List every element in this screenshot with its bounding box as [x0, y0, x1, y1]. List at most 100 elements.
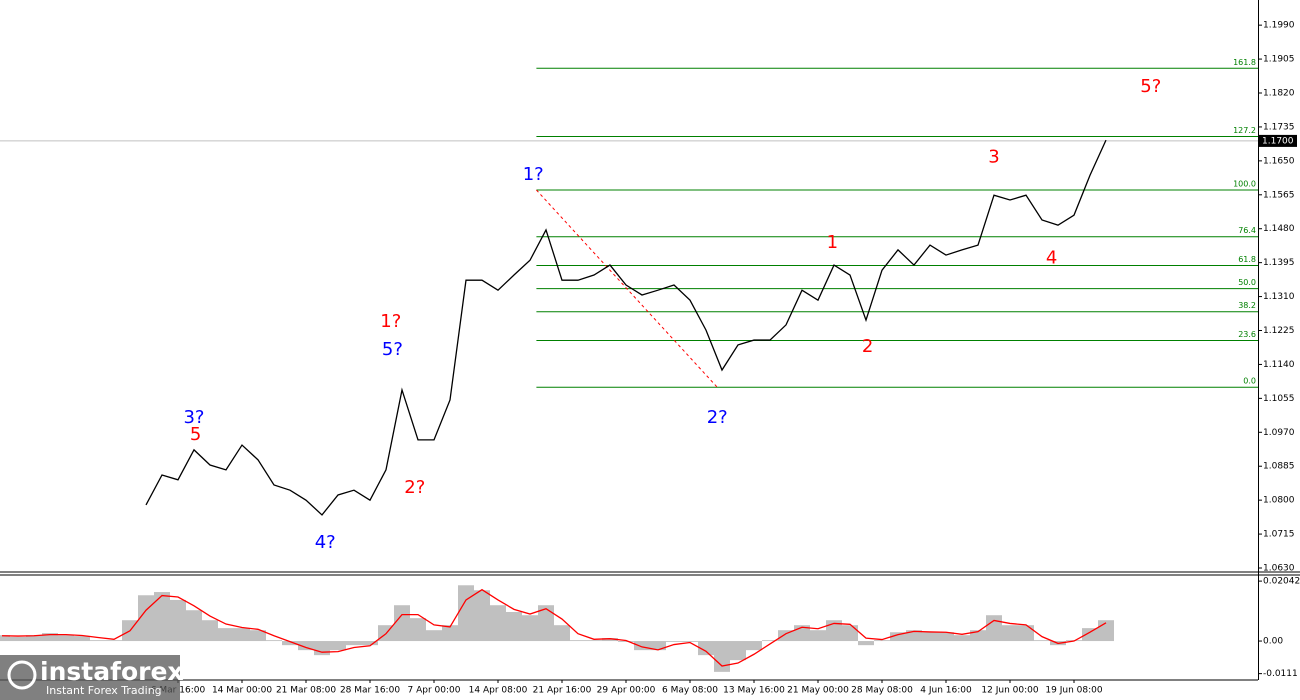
current-price-label: 1.1700	[1262, 136, 1294, 146]
y-tick-label: 1.0885	[1263, 462, 1295, 472]
histogram-bar	[0, 635, 10, 642]
histogram-bar	[74, 636, 90, 642]
y-tick-label: 1.1650	[1263, 156, 1295, 166]
y-tick-label: 1.0715	[1263, 530, 1295, 540]
histogram-bar	[458, 585, 474, 642]
histogram-bar	[842, 625, 858, 642]
histogram-bar	[874, 640, 890, 642]
tagline: Instant Forex Trading	[46, 684, 162, 697]
histogram-bar	[938, 632, 954, 642]
histogram-bar	[538, 605, 554, 642]
histogram-bar	[410, 618, 426, 642]
histogram-bar	[474, 590, 490, 642]
y-tick-label: 1.1990	[1263, 21, 1295, 31]
histogram-bar	[266, 640, 282, 642]
wave-label: 1?	[380, 311, 401, 332]
histogram-bar	[1082, 628, 1098, 642]
histogram-bar	[506, 611, 522, 642]
fib-label: 76.4	[1238, 226, 1256, 235]
y-tick-label: 1.1225	[1263, 326, 1295, 336]
histogram-bar	[970, 630, 986, 642]
x-tick-label: 6 May 08:00	[662, 686, 718, 696]
fib-label: 127.2	[1233, 126, 1256, 135]
histogram-bar	[106, 640, 122, 642]
watermark: instaforex Instant Forex Trading	[0, 655, 184, 700]
histogram-bar	[426, 630, 442, 642]
y-tick-label: -0.0111	[1263, 669, 1298, 679]
histogram-bar	[250, 630, 266, 642]
histogram-bar	[234, 628, 250, 642]
histogram-bar	[890, 632, 906, 642]
histogram-bar	[298, 641, 314, 651]
y-tick-label: 1.1310	[1263, 292, 1295, 302]
x-tick-label: 4 Jun 16:00	[920, 686, 972, 696]
fib-label: 38.2	[1238, 301, 1256, 310]
x-tick-label: 14 Apr 08:00	[469, 686, 528, 696]
histogram-bar	[42, 633, 58, 642]
histogram-bar	[1034, 640, 1050, 642]
histogram-bar	[218, 628, 234, 642]
x-tick-label: 21 Mar 08:00	[276, 686, 336, 696]
wave-label: 2?	[404, 477, 425, 498]
wave-label: 2?	[707, 407, 728, 428]
fib-label: 23.6	[1238, 330, 1256, 339]
price-line	[145, 139, 1107, 516]
histogram-bar	[314, 641, 330, 656]
histogram-bar	[650, 641, 666, 651]
histogram-bar	[682, 641, 698, 642]
x-tick-label: 14 Mar 00:00	[212, 686, 272, 696]
x-tick-label: 21 Apr 16:00	[533, 686, 592, 696]
x-tick-label: 13 May 16:00	[723, 686, 785, 696]
y-tick-label: 1.1565	[1263, 190, 1295, 200]
fib-label: 100.0	[1233, 180, 1256, 189]
histogram-bar	[954, 635, 970, 642]
histogram-bar	[186, 610, 202, 642]
x-tick-label: 12 Jun 00:00	[981, 686, 1038, 696]
histogram-bar	[634, 641, 650, 651]
wave-label: 4	[1046, 247, 1057, 268]
histogram-bar	[346, 641, 362, 646]
histogram-bar	[778, 630, 794, 642]
y-tick-label: 1.1055	[1263, 394, 1295, 404]
histogram-bar	[330, 641, 346, 651]
histogram-bar	[762, 640, 778, 642]
histogram-bar	[570, 640, 586, 642]
x-tick-label: 28 Mar 16:00	[340, 686, 400, 696]
y-tick-label: 1.1820	[1263, 89, 1295, 99]
x-tick-label: 29 Apr 00:00	[597, 686, 656, 696]
logo	[7, 660, 37, 690]
y-tick-label: 1.1480	[1263, 224, 1295, 234]
wave-label: 1	[827, 232, 838, 253]
fib-label: 50.0	[1238, 278, 1256, 287]
histogram-bar	[698, 641, 714, 656]
histogram-bar	[858, 641, 874, 646]
histogram-bar	[202, 620, 218, 642]
wave-label: 4?	[315, 532, 336, 553]
histogram-bar	[26, 635, 42, 642]
y-tick-label: 1.1140	[1263, 360, 1295, 370]
trend-line	[536, 189, 718, 388]
histogram-bar	[170, 599, 186, 642]
x-tick-label: 19 Jun 08:00	[1045, 686, 1102, 696]
histogram-bar	[282, 641, 298, 646]
fib-label: 61.8	[1238, 255, 1256, 264]
histogram-bar	[522, 615, 538, 642]
y-tick-label: 1.1735	[1263, 122, 1295, 132]
histogram-bar	[746, 641, 762, 651]
histogram-bar	[154, 592, 170, 642]
wave-label: 3?	[183, 407, 204, 428]
current-price-box	[1259, 134, 1297, 147]
histogram-bar	[666, 641, 682, 642]
y-tick-label: 0.00	[1263, 637, 1283, 647]
signal-line	[1, 588, 1107, 667]
fib-label: 161.8	[1233, 58, 1256, 67]
histogram-bar	[714, 641, 730, 672]
histogram-bar	[906, 630, 922, 642]
histogram-bar	[58, 635, 74, 642]
wave-label: 5	[190, 424, 201, 445]
histogram-bar	[618, 641, 634, 642]
histogram-bar	[10, 636, 26, 642]
histogram-bar	[1018, 625, 1034, 642]
